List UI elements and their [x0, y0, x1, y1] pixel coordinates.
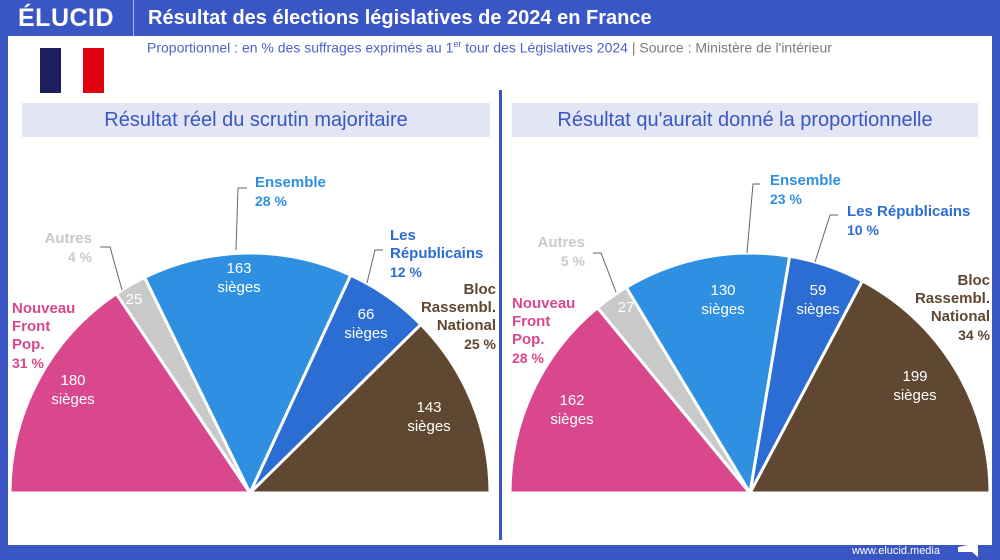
right-chart-title: Résultat qu'aurait donné la proportionne…: [512, 103, 978, 137]
seats-count: 66: [357, 306, 375, 323]
seats-label: 143 sièges: [389, 398, 469, 436]
elucid-logo: ÉLUCID: [18, 3, 115, 32]
party-label: Les Républicains 12 %: [390, 227, 483, 281]
party-name: Nouveau: [512, 295, 576, 312]
party-name: Ensemble: [770, 172, 841, 189]
vertical-divider: [499, 90, 502, 540]
wedge-ensemble: [142, 251, 353, 497]
party-name: Ensemble: [255, 174, 326, 191]
seats-label: 25: [94, 290, 174, 309]
footer-url[interactable]: www.elucid.media: [851, 545, 940, 557]
seats-label: 27: [586, 298, 666, 317]
party-percent: 34 %: [958, 327, 990, 343]
party-name: Rassembl.: [420, 299, 496, 316]
party-label: Autres 4 %: [12, 230, 92, 266]
seats-unit: sièges: [217, 279, 261, 296]
leader-line: [593, 252, 617, 293]
party-name: National: [930, 308, 990, 325]
wedge-nouveau-front-pop-: [508, 305, 754, 495]
party-label: Ensemble 28 %: [255, 174, 326, 210]
party-percent: 12 %: [390, 264, 422, 280]
leader-line: [366, 249, 383, 284]
party-percent: 5 %: [560, 253, 585, 269]
party-label: Nouveau Front Pop. 31 %: [12, 300, 75, 372]
seats-count: 199: [902, 368, 928, 385]
subtitle-sup: er: [453, 39, 462, 49]
elucid-flag-icon: [958, 543, 978, 557]
party-label: Les Républicains 10 %: [847, 203, 970, 239]
seats-count: 163: [226, 260, 252, 277]
party-name: Bloc: [463, 281, 496, 298]
seats-count: 25: [125, 291, 143, 308]
party-percent: 10 %: [847, 222, 879, 238]
wedge-bloc-rassembl-national: [246, 322, 492, 495]
party-label: Nouveau Front Pop. 28 %: [512, 295, 575, 367]
party-percent: 28 %: [512, 350, 544, 366]
seats-label: 130 sièges: [683, 281, 763, 319]
subtitle: Proportionnel : en % des suffrages expri…: [147, 39, 832, 56]
seats-unit: sièges: [550, 411, 594, 428]
seats-unit: sièges: [796, 301, 840, 318]
subtitle-text-2: tour des Législatives 2024: [461, 39, 628, 56]
party-name: Les Républicains: [847, 203, 971, 220]
party-percent: 28 %: [255, 193, 287, 209]
leader-line: [100, 246, 123, 291]
wedge-bloc-rassembl-national: [747, 278, 992, 495]
header-separator: [133, 0, 134, 36]
left-chart-title: Résultat réel du scrutin majoritaire: [22, 103, 490, 137]
party-label: Bloc Rassembl. National 34 %: [880, 272, 990, 344]
source-text: Source : Ministère de l'intérieur: [639, 39, 832, 56]
party-percent: 31 %: [12, 355, 44, 371]
party-name: Front: [12, 318, 51, 335]
party-name: Nouveau: [12, 300, 76, 317]
seats-label: 180 sièges: [33, 371, 113, 409]
france-flag-icon: [40, 48, 104, 93]
party-name: Autres: [537, 234, 585, 251]
party-percent: 4 %: [67, 249, 92, 265]
subtitle-separator: |: [627, 39, 640, 56]
seats-label: 162 sièges: [532, 391, 612, 429]
page-title: Résultat des élections législatives de 2…: [148, 6, 652, 29]
party-percent: 25 %: [464, 336, 496, 352]
seats-label: 163 sièges: [199, 259, 279, 297]
party-percent: 23 %: [770, 191, 802, 207]
party-name: Rassembl.: [914, 290, 990, 307]
leader-line: [235, 187, 247, 251]
seats-unit: sièges: [701, 301, 745, 318]
seats-unit: sièges: [407, 418, 451, 435]
seats-count: 130: [710, 282, 736, 299]
seats-unit: sièges: [893, 387, 937, 404]
party-name: Pop.: [12, 336, 45, 353]
leader-line: [746, 183, 760, 254]
seats-unit: sièges: [344, 325, 388, 342]
party-name: Front: [512, 313, 551, 330]
seats-unit: sièges: [51, 391, 95, 408]
party-name: National: [436, 317, 496, 334]
header-bar: ÉLUCID Résultat des élections législativ…: [0, 0, 1000, 36]
party-name: Bloc: [957, 272, 990, 289]
party-label: Ensemble 23 %: [770, 172, 841, 208]
party-name: Les: [390, 227, 416, 244]
seats-label: 59 sièges: [778, 281, 858, 319]
seats-count: 162: [559, 392, 585, 409]
subtitle-text: Proportionnel : en % des suffrages expri…: [147, 39, 454, 56]
party-name: Républicains: [390, 245, 484, 262]
leader-line: [814, 214, 838, 263]
party-name: Pop.: [512, 331, 545, 348]
party-name: Autres: [44, 230, 92, 247]
seats-count: 27: [617, 299, 635, 316]
party-label: Autres 5 %: [505, 234, 585, 270]
seats-label: 199 sièges: [875, 367, 955, 405]
seats-count: 59: [809, 282, 827, 299]
wedge-nouveau-front-pop-: [8, 291, 253, 495]
seats-label: 66 sièges: [326, 305, 406, 343]
seats-count: 143: [416, 399, 442, 416]
seats-count: 180: [60, 372, 86, 389]
wedge-ensemble: [624, 251, 792, 498]
party-label: Bloc Rassembl. National 25 %: [380, 281, 496, 353]
